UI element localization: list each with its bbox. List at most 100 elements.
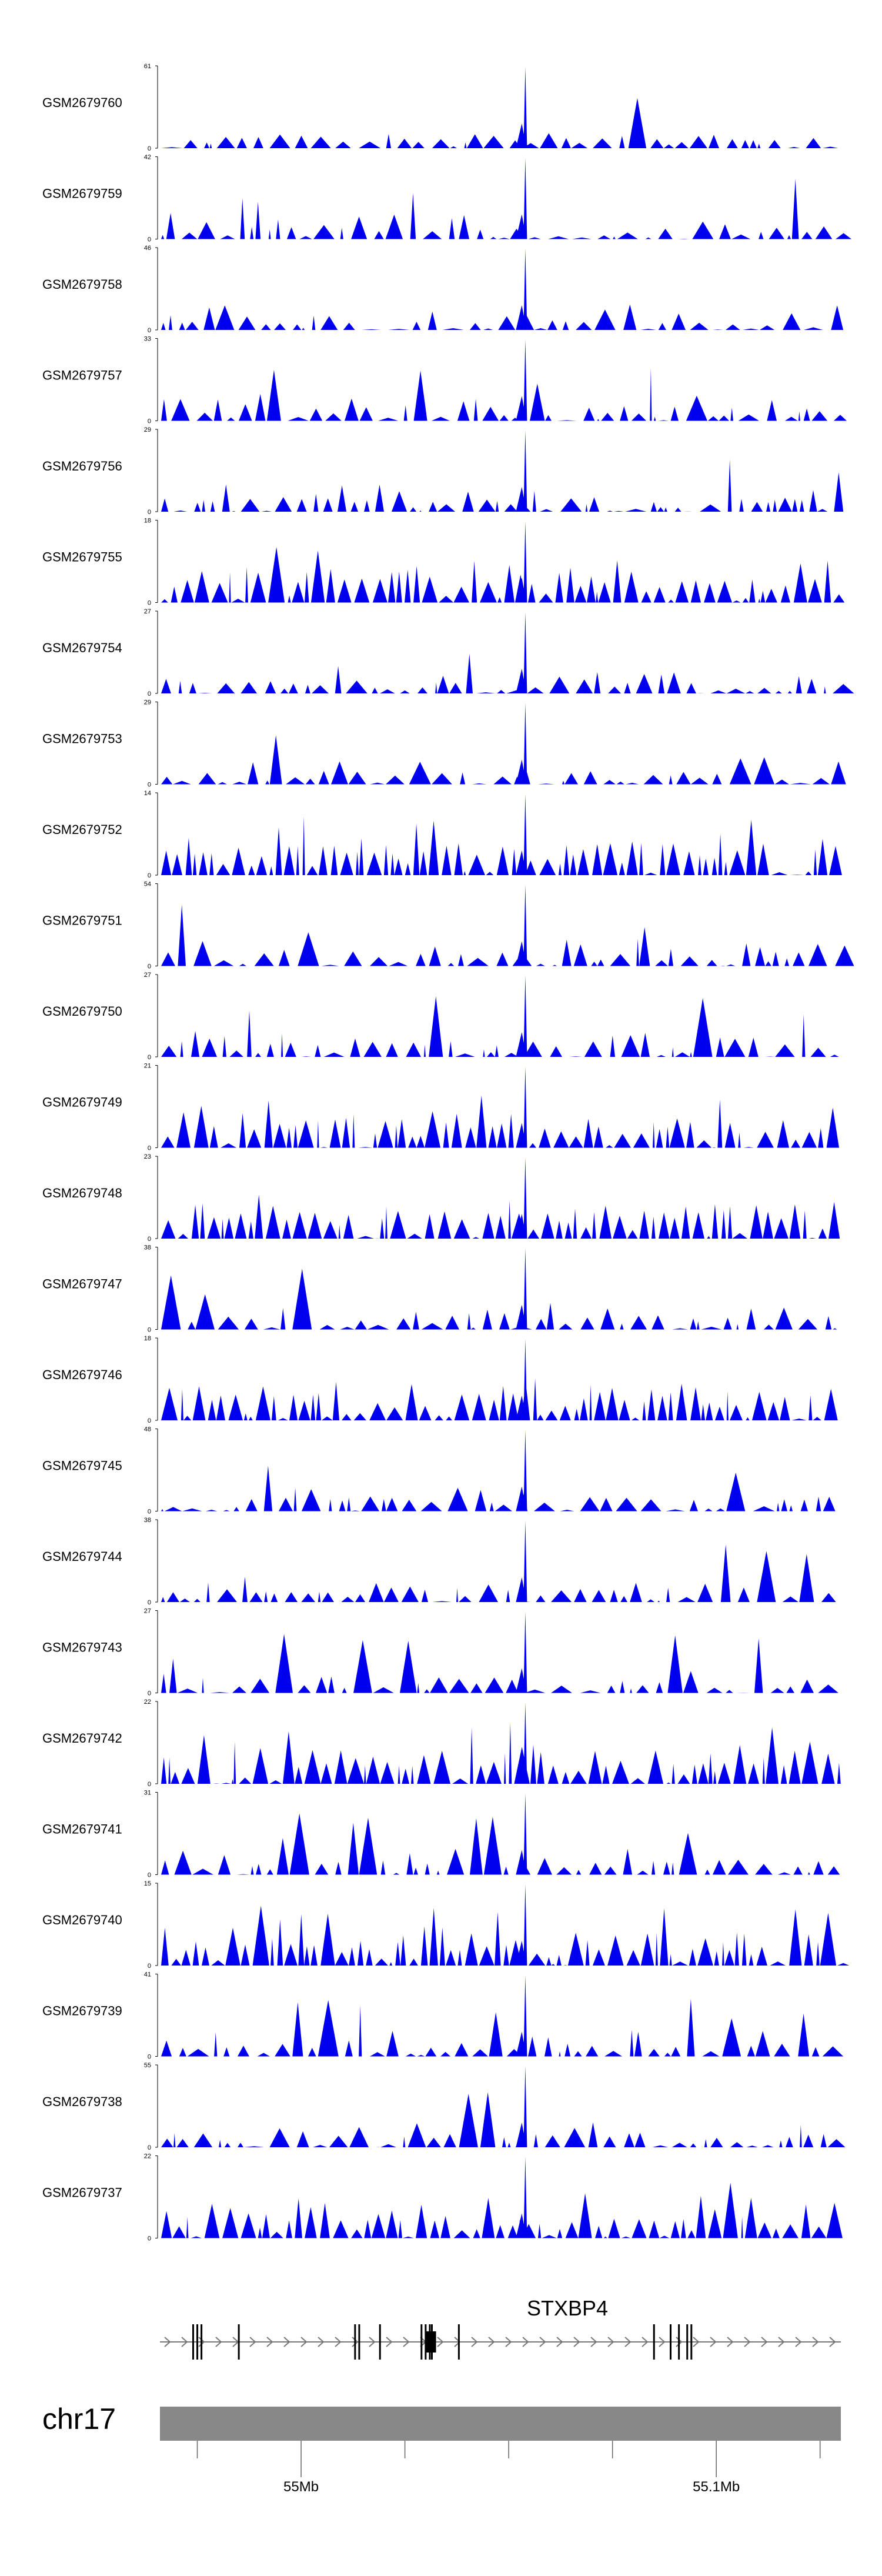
track-GSM2679738: GSM2679738 55 0 [42,2062,846,2151]
track-ymin-label: 0 [148,2235,151,2243]
strand-arrow [215,2337,222,2347]
track-ymin-label: 0 [148,1236,151,1243]
track-label: GSM2679750 [42,1004,122,1019]
gene-structure [160,2324,841,2360]
track-GSM2679740: GSM2679740 15 0 [42,1880,850,1970]
track-label: GSM2679748 [42,1186,122,1200]
track-ymin-label: 0 [148,418,151,425]
track-GSM2679749: GSM2679749 21 0 [42,1063,839,1152]
track-label: GSM2679742 [42,1731,122,1746]
track-ymax-label: 41 [144,1971,151,1978]
axis-tick-label: 55Mb [283,2479,319,2495]
strand-arrow [693,2337,700,2347]
track-ymax-label: 31 [144,1790,151,1797]
track-GSM2679759: GSM2679759 42 0 [42,154,852,243]
gene-exon [653,2324,655,2360]
track-label: GSM2679744 [42,1549,122,1564]
track-ymax-label: 15 [144,1880,151,1887]
coverage-signal [161,2157,843,2238]
strand-arrow [556,2337,563,2347]
track-GSM2679743: GSM2679743 27 0 [42,1608,838,1697]
track-ymax-label: 27 [144,972,151,979]
track-ymin-label: 0 [148,1054,151,1061]
strand-arrow [300,2337,308,2347]
track-label: GSM2679757 [42,368,122,383]
track-label: GSM2679755 [42,550,122,565]
gene-name-label: STXBP4 [527,2296,608,2320]
gene-exon [457,2324,460,2360]
track-GSM2679744: GSM2679744 38 0 [42,1517,836,1606]
track-ymax-label: 42 [144,154,151,161]
strand-arrow [249,2337,256,2347]
track-ymax-label: 18 [144,518,151,525]
coverage-signal [161,339,847,421]
track-GSM2679739: GSM2679739 41 0 [42,1971,844,2061]
gene-exon [192,2324,194,2360]
track-ymin-label: 0 [148,782,151,789]
strand-arrow [352,2337,359,2347]
strand-arrow [437,2337,444,2347]
coverage-signal [161,67,838,148]
strand-arrow [539,2337,546,2347]
track-ymax-label: 61 [144,63,151,70]
chromosome-bar [160,2407,841,2441]
coverage-signal [161,1066,839,1148]
coverage-signal [161,1248,837,1330]
coverage-signal [161,249,844,330]
track-ymin-label: 0 [148,1963,151,1970]
coverage-signal [161,885,854,966]
strand-arrow [471,2337,478,2347]
strand-arrow [624,2337,632,2347]
track-label: GSM2679737 [42,2185,122,2200]
strand-arrow [488,2337,495,2347]
track-GSM2679755: GSM2679755 18 0 [42,518,845,607]
track-GSM2679756: GSM2679756 29 0 [42,426,844,516]
strand-arrow [795,2337,802,2347]
gene-exon [670,2324,671,2360]
strand-arrow [812,2337,819,2347]
track-ymin-label: 0 [148,1145,151,1152]
track-GSM2679753: GSM2679753 29 0 [42,699,846,789]
coverage-signal [161,1157,840,1239]
track-label: GSM2679739 [42,2004,122,2018]
track-ymin-label: 0 [148,1872,151,1879]
track-ymin-label: 0 [148,1417,151,1424]
track-ymin-label: 0 [148,1327,151,1334]
track-label: GSM2679759 [42,186,122,201]
track-GSM2679754: GSM2679754 27 0 [42,608,854,698]
strand-arrow [778,2337,785,2347]
track-label: GSM2679745 [42,1459,122,1473]
strand-arrow [642,2337,649,2347]
strand-arrow [522,2337,529,2347]
track-ymin-label: 0 [148,509,151,516]
gene-exon [196,2324,199,2360]
track-label: GSM2679754 [42,640,122,655]
track-label: GSM2679760 [42,95,122,110]
track-GSM2679737: GSM2679737 22 0 [42,2153,843,2243]
strand-arrow [727,2337,734,2347]
strand-arrow [164,2337,171,2347]
gene-exon [201,2324,203,2360]
track-ymax-label: 55 [144,2062,151,2069]
coverage-signal [161,1884,850,1966]
track-GSM2679752: GSM2679752 14 0 [42,790,842,879]
track-ymax-label: 29 [144,426,151,433]
gene-exon-thick [425,2331,436,2353]
track-GSM2679747: GSM2679747 38 0 [42,1244,837,1334]
signal-tracks: GSM2679760610GSM2679759420GSM2679758460G… [42,63,854,2243]
strand-arrow [590,2337,597,2347]
strand-arrow [386,2337,393,2347]
strand-arrow [369,2337,376,2347]
track-ymax-label: 38 [144,1517,151,1524]
track-label: GSM2679749 [42,1095,122,1110]
coverage-signal [161,1611,838,1693]
track-ymin-label: 0 [148,690,151,698]
gene-annotation-track: STXBP4 [160,2296,841,2360]
coverage-signal [161,703,846,785]
track-ymax-label: 27 [144,608,151,615]
track-ymin-label: 0 [148,2144,151,2151]
coverage-signal [161,2066,846,2147]
track-label: GSM2679747 [42,1277,122,1292]
strand-arrow [283,2337,290,2347]
